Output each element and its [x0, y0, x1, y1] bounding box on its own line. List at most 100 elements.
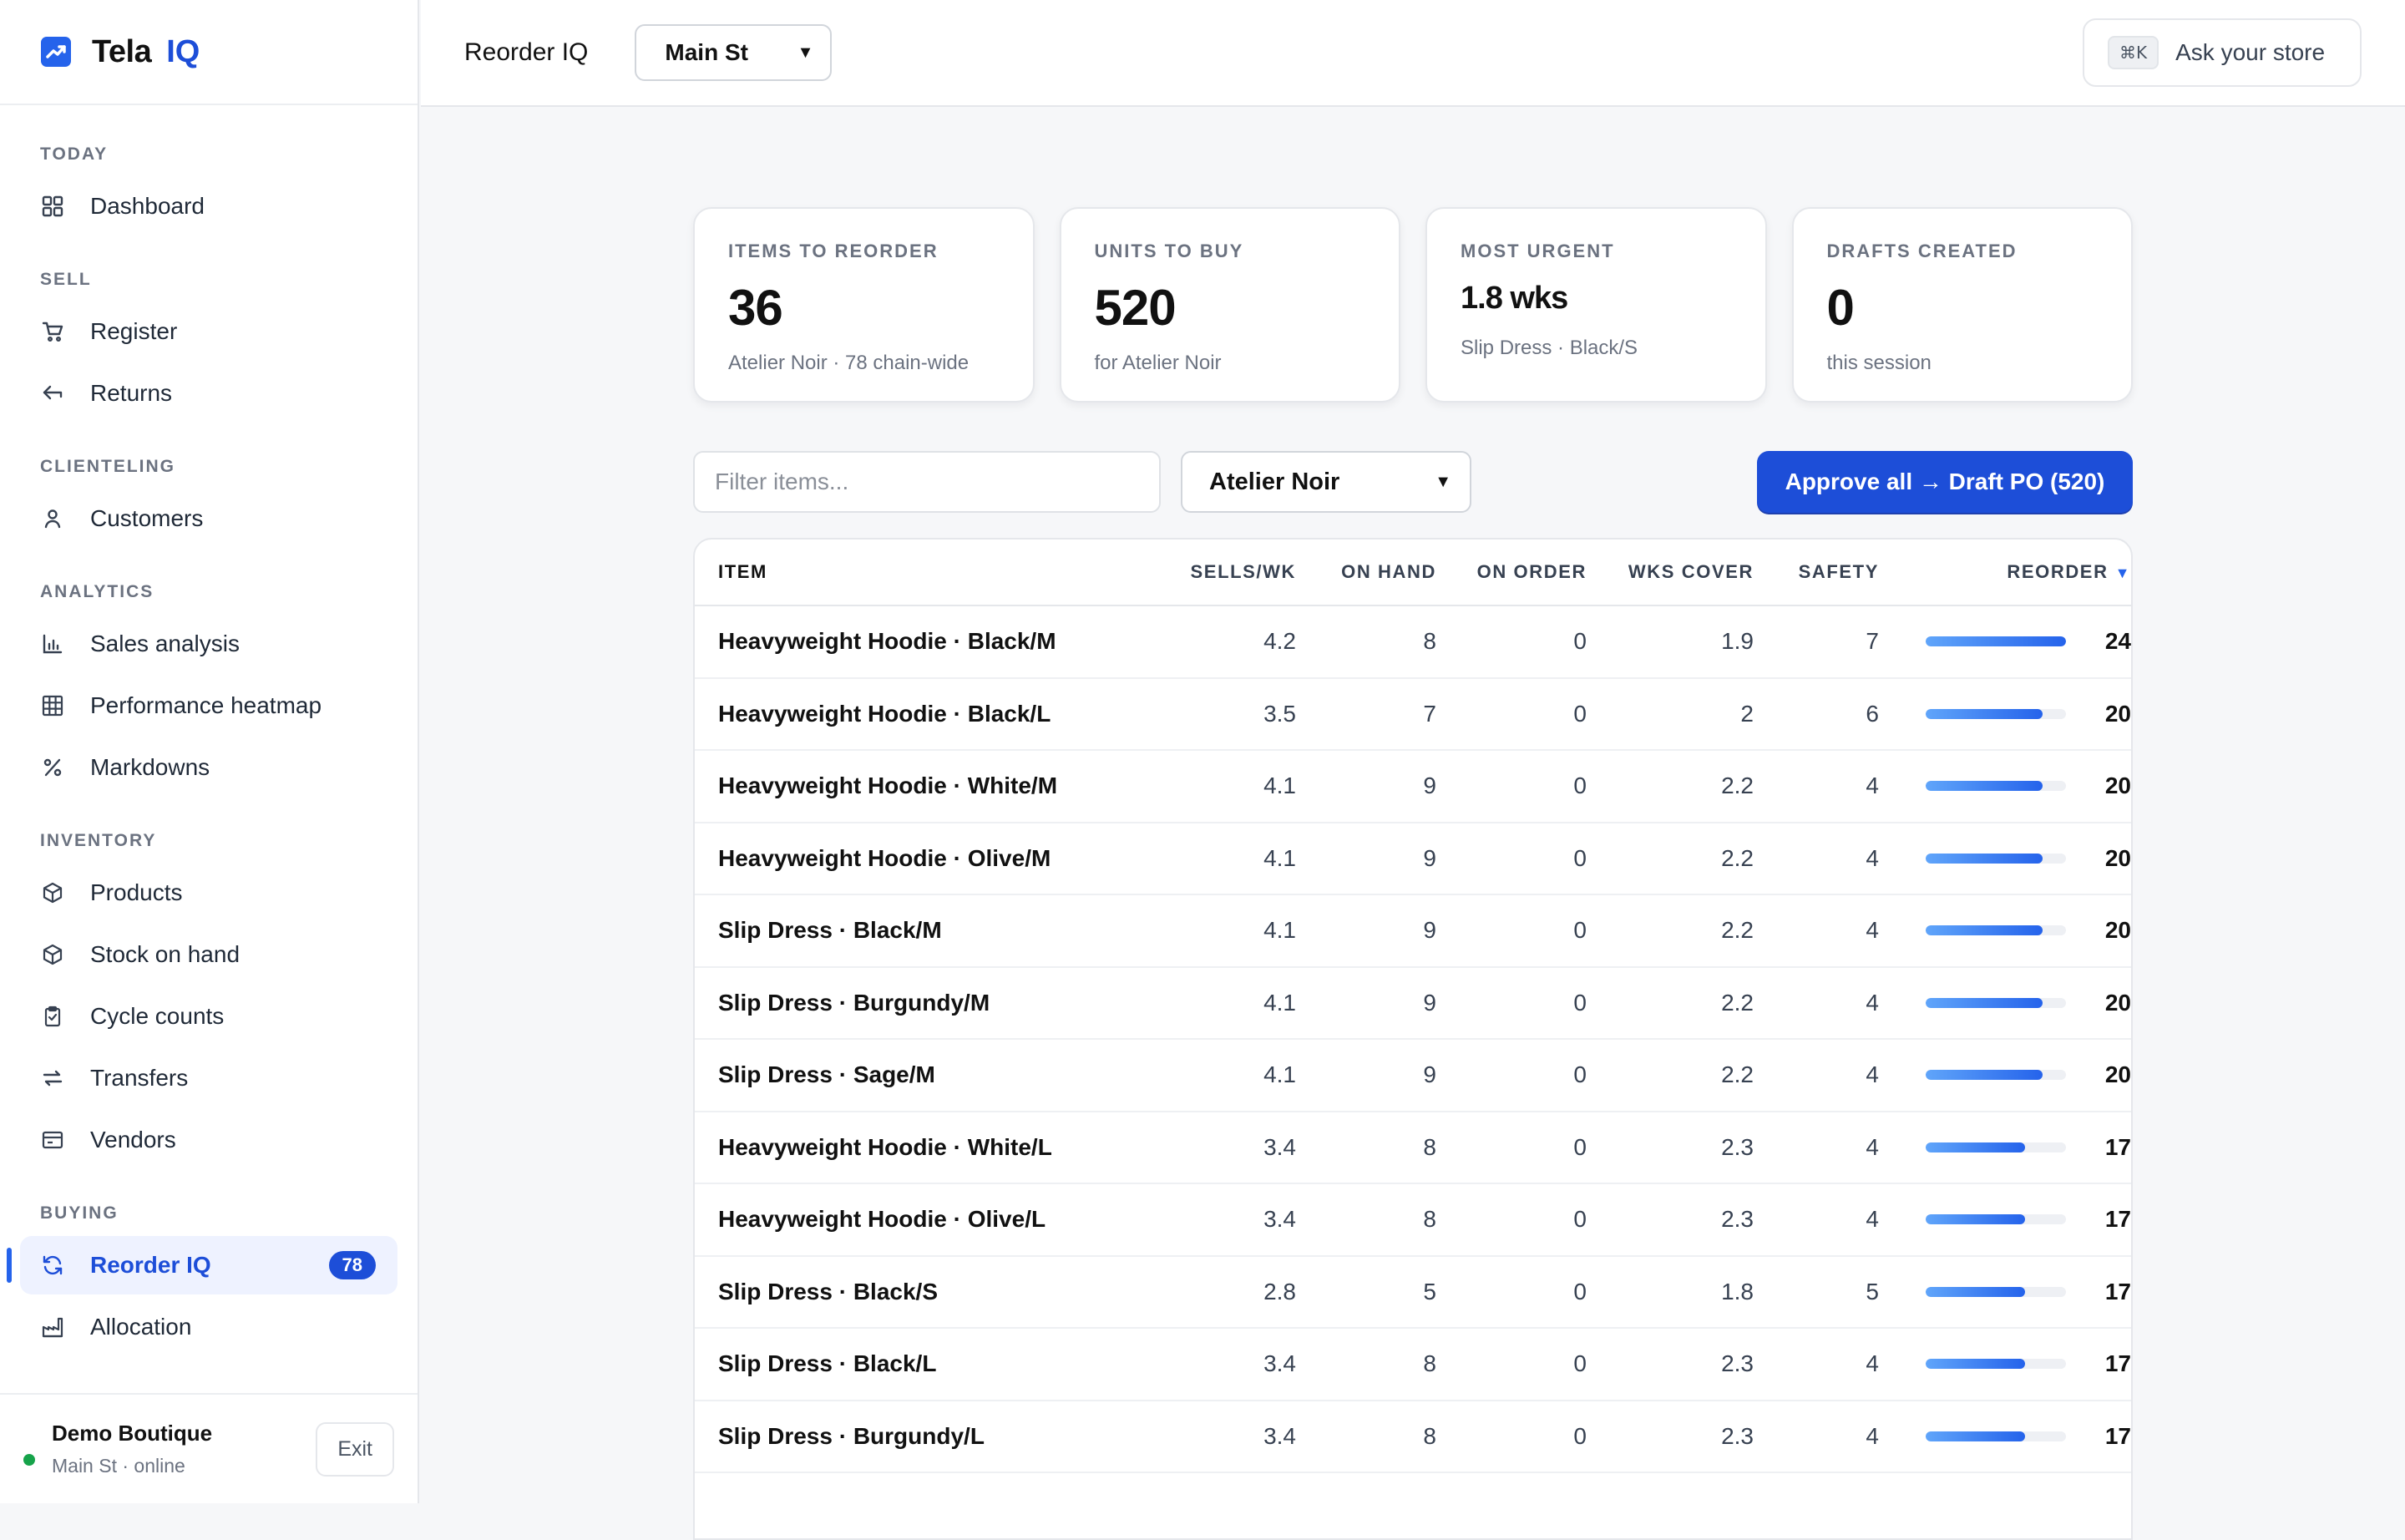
cell-reorder: 20	[2104, 844, 2131, 871]
vendor-select[interactable]: Atelier Noir ▼	[1181, 451, 1471, 513]
table-row[interactable]: Heavyweight Hoodie · Olive/L 3.4 8 0 2.3 4 17	[695, 1184, 2131, 1257]
cell-reorder: 17	[2104, 1350, 2131, 1377]
column-header-on-order[interactable]: ON ORDER	[1476, 561, 1587, 582]
cell-safety: 6	[1866, 700, 1879, 727]
approve-all-button[interactable]: Approve all → Draft PO (520)	[1757, 451, 2133, 513]
sidebar-item-dashboard[interactable]: Dashboard	[20, 177, 397, 236]
cell-reorder: 24	[2104, 628, 2131, 655]
reorder-bar	[1879, 781, 2066, 792]
table-row[interactable]: Heavyweight Hoodie · White/M 4.1 9 0 2.2 4 20	[695, 751, 2131, 823]
cell-item: Heavyweight Hoodie · Olive/L	[718, 1206, 1046, 1233]
cell-safety: 4	[1866, 773, 1879, 799]
table-row[interactable]: Slip Dress · Black/L 3.4 8 0 2.3 4 17	[695, 1329, 2131, 1401]
table-row[interactable]: Slip Dress · Sage/M 4.1 9 0 2.2 4 20	[695, 1040, 2131, 1112]
sidebar-item-reorder-iq[interactable]: Reorder IQ 78	[7, 1236, 397, 1294]
sidebar-item-cycle-counts[interactable]: Cycle counts	[20, 987, 397, 1046]
brand-name: Tela	[92, 33, 152, 69]
nav-section-clienteling: CLIENTELING Customers	[0, 454, 418, 548]
table-row[interactable]: Slip Dress · Burgundy/M 4.1 9 0 2.2 4 20	[695, 968, 2131, 1040]
sidebar-item-performance-heatmap[interactable]: Performance heatmap	[20, 676, 397, 735]
exit-button[interactable]: Exit	[316, 1421, 394, 1477]
ask-store-label: Ask your store	[2175, 39, 2326, 65]
kpi-label: UNITS TO BUY	[1094, 241, 1244, 261]
nav-section-sell: SELL Register Returns	[0, 267, 418, 423]
reorder-bar	[1879, 997, 2066, 1008]
sidebar-item-vendors[interactable]: Vendors	[20, 1111, 397, 1169]
brand[interactable]: Tela IQ	[0, 0, 418, 105]
reorder-bar	[1879, 925, 2066, 936]
sidebar-item-customers[interactable]: Customers	[20, 489, 397, 548]
sidebar-item-register[interactable]: Register	[20, 302, 397, 361]
cell-sells: 4.1	[1263, 844, 1296, 871]
reorder-bar-track	[1926, 1070, 2066, 1081]
nav-section-buying: BUYING Reorder IQ 78 Allocation	[0, 1201, 418, 1356]
column-header-wks-cover[interactable]: WKS COVER	[1628, 561, 1754, 582]
cell-on-order: 0	[1573, 989, 1587, 1016]
cart-icon	[40, 319, 65, 344]
table-header: ITEM SELLS/WK ON HAND ON ORDER WKS COVER…	[695, 540, 2131, 606]
sidebar-item-label: Stock on hand	[90, 941, 240, 967]
table-row[interactable]: Heavyweight Hoodie · Olive/M 4.1 9 0 2.2 4 20	[695, 823, 2131, 895]
sidebar-nav: TODAY Dashboard SELL Register Returns CL…	[0, 105, 418, 1356]
cell-wks-cover: 1.8	[1721, 1278, 1754, 1304]
sidebar-item-sales-analysis[interactable]: Sales analysis	[20, 615, 397, 673]
cell-on-hand: 8	[1423, 1422, 1436, 1449]
reorder-bar	[1879, 1142, 2066, 1152]
reorder-bar	[1879, 708, 2066, 719]
sidebar-item-allocation[interactable]: Allocation	[20, 1298, 397, 1356]
sidebar-item-label: Dashboard	[90, 193, 205, 219]
reorder-table: ITEM SELLS/WK ON HAND ON ORDER WKS COVER…	[693, 538, 2133, 1540]
reorder-bar-track	[1926, 925, 2066, 936]
sidebar-item-label: Register	[90, 318, 178, 344]
page-title: Reorder IQ	[464, 38, 589, 66]
sidebar-item-products[interactable]: Products	[20, 864, 397, 922]
kpi-subtext: Atelier Noir · 78 chain-wide	[728, 352, 970, 374]
kpi-subtext: Slip Dress · Black/S	[1461, 337, 1638, 359]
cell-sells: 3.4	[1263, 1206, 1296, 1233]
column-header-safety[interactable]: SAFETY	[1798, 561, 1879, 582]
return-icon	[40, 381, 65, 406]
filter-items-input[interactable]	[693, 451, 1161, 513]
user-status: Main St · online	[52, 1455, 185, 1477]
column-header-sells[interactable]: SELLS/WK	[1190, 561, 1296, 582]
reorder-bar-fill	[1926, 853, 2043, 864]
kpi-value: 36	[728, 280, 783, 336]
reorder-bar-fill	[1926, 997, 2043, 1008]
cell-sells: 3.4	[1263, 1133, 1296, 1160]
column-header-item[interactable]: ITEM	[718, 561, 767, 582]
cell-on-hand: 8	[1423, 1133, 1436, 1160]
cell-reorder: 20	[2104, 917, 2131, 944]
column-header-on-hand[interactable]: ON HAND	[1341, 561, 1436, 582]
cell-item: Slip Dress · Black/L	[718, 1350, 937, 1377]
cell-on-hand: 9	[1423, 1061, 1436, 1088]
store-select[interactable]: Main St ▼	[635, 24, 833, 81]
cell-safety: 7	[1866, 628, 1879, 655]
reorder-bar	[1879, 1286, 2066, 1297]
reorder-bar-fill	[1926, 1070, 2043, 1081]
sidebar-item-transfers[interactable]: Transfers	[20, 1049, 397, 1107]
cell-sells: 3.4	[1263, 1422, 1296, 1449]
cell-on-hand: 9	[1423, 917, 1436, 944]
table-row[interactable]: Slip Dress · Black/M 4.1 9 0 2.2 4 20	[695, 895, 2131, 968]
cell-safety: 4	[1866, 844, 1879, 871]
sidebar-item-returns[interactable]: Returns	[20, 364, 397, 423]
cell-item: Heavyweight Hoodie · Black/M	[718, 628, 1056, 655]
table-row[interactable]: Heavyweight Hoodie · Black/L 3.5 7 0 2 6 20	[695, 679, 2131, 751]
table-row[interactable]: Heavyweight Hoodie · White/L 3.4 8 0 2.3 4 17	[695, 1112, 2131, 1184]
nav-section-today: TODAY Dashboard	[0, 142, 418, 236]
cell-sells: 4.1	[1263, 917, 1296, 944]
sidebar-item-markdowns[interactable]: Markdowns	[20, 738, 397, 797]
sidebar-item-stock-on-hand[interactable]: Stock on hand	[20, 925, 397, 984]
table-row[interactable]: Heavyweight Hoodie · Black/M 4.2 8 0 1.9 7 24	[695, 606, 2131, 679]
reorder-bar	[1879, 1431, 2066, 1441]
reorder-bar-track	[1926, 636, 2066, 647]
logo-icon	[41, 37, 71, 67]
column-header-reorder[interactable]: REORDER ▼	[1879, 561, 2131, 583]
table-row[interactable]: Slip Dress · Black/S 2.8 5 0 1.8 5 17	[695, 1257, 2131, 1329]
sidebar-item-label: Vendors	[90, 1127, 176, 1152]
cell-on-order: 0	[1573, 1133, 1587, 1160]
cell-item: Slip Dress · Sage/M	[718, 1061, 935, 1088]
ask-store-button[interactable]: ⌘K Ask your store	[2083, 18, 2362, 87]
cell-on-hand: 7	[1423, 700, 1436, 727]
table-row[interactable]: Slip Dress · Burgundy/L 3.4 8 0 2.3 4 17	[695, 1401, 2131, 1473]
